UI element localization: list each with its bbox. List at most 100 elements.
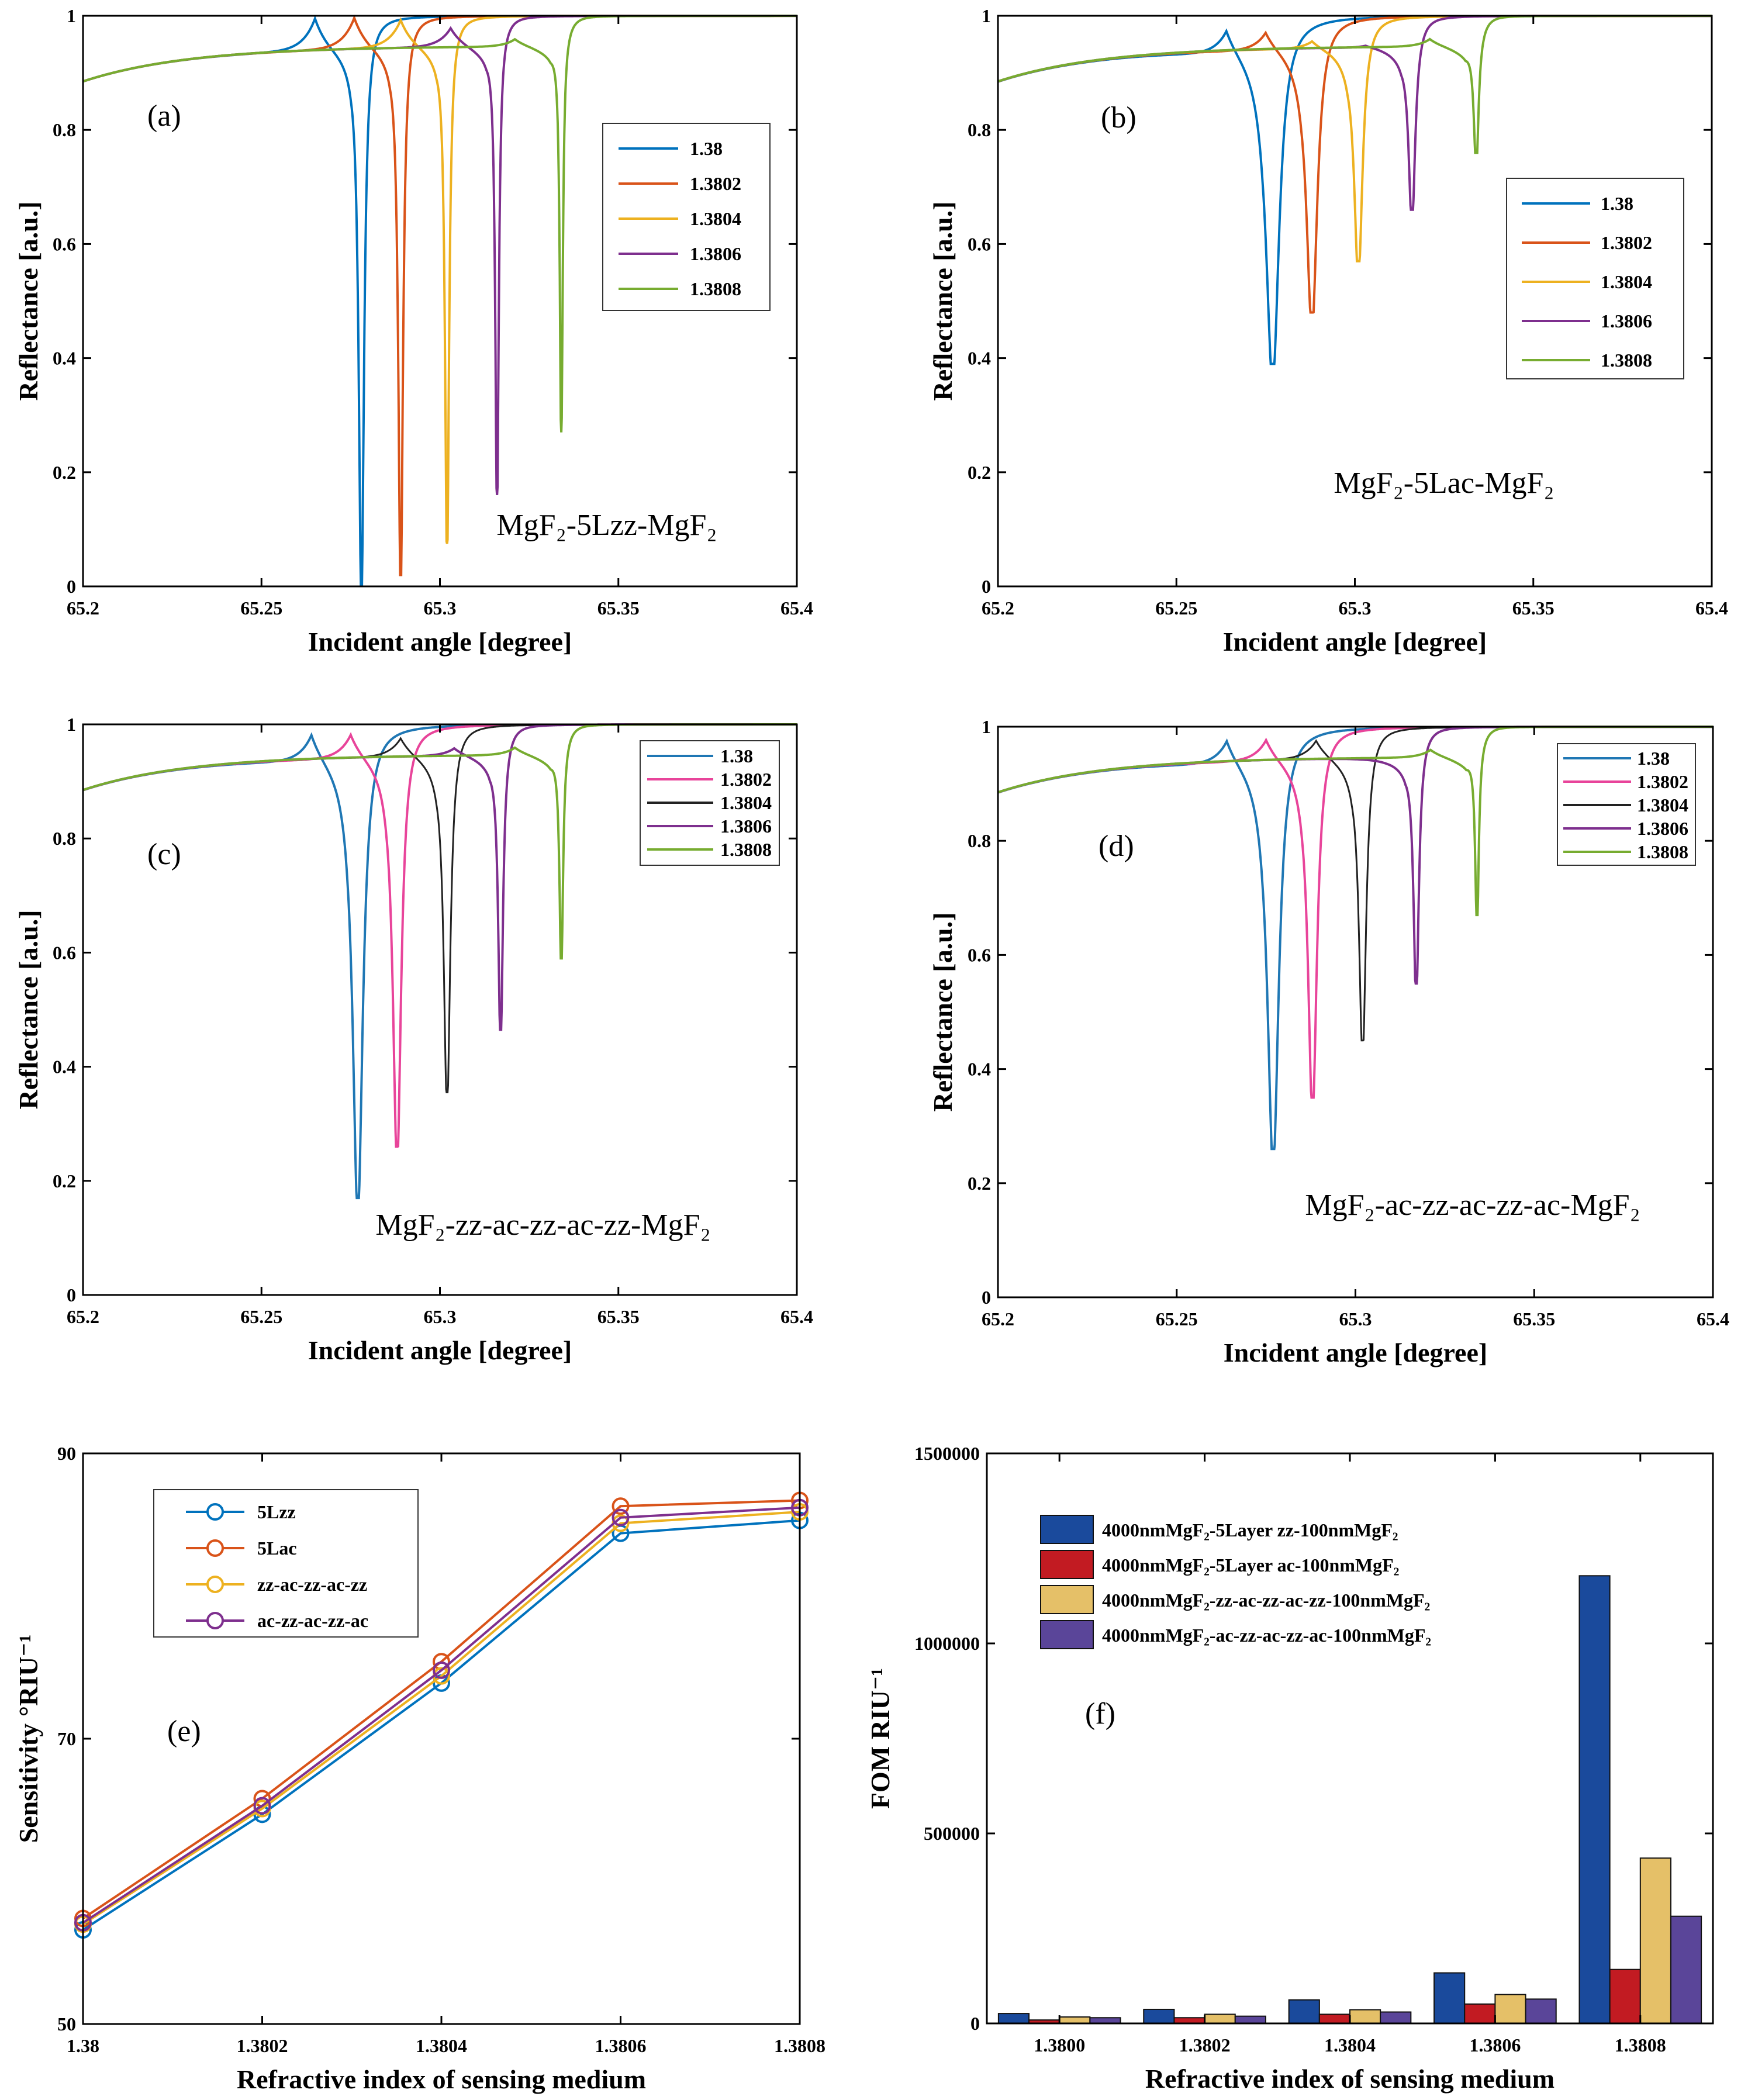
y-tick-label: 0.8 [968, 830, 991, 851]
x-tick-label: 65.2 [67, 597, 99, 619]
bar [1143, 2008, 1175, 2023]
legend-box [1506, 178, 1684, 379]
legend-label: 1.3806 [690, 243, 741, 264]
legend: 4000nmMgF₂-5Layer zz-100nmMgF₂ 4000nmMgF₂… [1040, 1515, 1431, 1649]
x-tick-label: 1.3802 [237, 2035, 288, 2056]
legend-label: 4000nmMgF₂-5Layer ac-100nmMgF₂ [1102, 1555, 1399, 1576]
y-tick-label: 0 [970, 2013, 980, 2034]
bar [1204, 2013, 1236, 2023]
x-tick-label: 1.3806 [1469, 2035, 1521, 2056]
legend-label: 1.3808 [690, 278, 741, 299]
y-axis-label: Reflectance [a.u.] [928, 201, 958, 400]
panel-e: 50 70 90 1.38 1.3802 1.3804 1.3806 1.3808 Refrac… [13, 1443, 825, 2094]
legend-swatch [1040, 1550, 1094, 1579]
data-point [612, 1508, 630, 1526]
structure-annotation: MgF₂-5Lzz-MgF₂ [496, 509, 717, 542]
bar [1494, 1994, 1526, 2023]
bar [1433, 1972, 1466, 2023]
x-tick-label: 65.3 [1339, 1308, 1372, 1329]
x-tick-label: 65.35 [597, 1306, 640, 1327]
y-tick-label: 0.6 [968, 233, 991, 254]
y-tick-label: 0.2 [53, 462, 76, 483]
x-tick-label: 65.25 [240, 1306, 282, 1327]
legend-label: 1.3804 [1637, 795, 1688, 816]
x-tick-label: 1.3806 [595, 2035, 647, 2056]
x-tick-label: 65.2 [67, 1306, 99, 1327]
legend: 5Lzz 5Lac zz-ac-zz-ac-zz ac-zz-ac-zz-ac [153, 1489, 419, 1638]
y-tick-label: 1 [982, 716, 991, 737]
y-axis-label: Reflectance [a.u.] [13, 201, 43, 400]
y-tick-label: 0.6 [53, 942, 76, 963]
y-axis-label: Sensitivity °RIU⁻¹ [13, 1635, 43, 1843]
x-tick-label: 65.35 [1513, 1308, 1555, 1329]
x-tick-label: 65.3 [1339, 597, 1372, 619]
legend-marker [206, 1576, 224, 1593]
y-tick-label: 0.4 [53, 1056, 76, 1077]
legend-box [602, 123, 771, 311]
legend-box [153, 1489, 419, 1638]
y-tick-label: 0.6 [53, 233, 76, 254]
structure-annotation: MgF₂-zz-ac-zz-ac-zz-MgF₂ [375, 1208, 710, 1242]
x-tick-label: 65.2 [982, 1308, 1014, 1329]
x-tick-label: 65.25 [1155, 597, 1197, 619]
bar [997, 2013, 1030, 2023]
bar [1288, 1999, 1320, 2023]
bar [1318, 2013, 1350, 2023]
x-tick-label: 65.4 [780, 597, 813, 619]
panel-b: 0 0.2 0.4 0.6 0.8 1 65.2 65.25 65.3 65.35 65.4 Inci… [928, 5, 1728, 657]
y-axis-label: FOM RIU⁻¹ [865, 1668, 895, 1809]
y-tick-label: 0.8 [53, 119, 76, 140]
bar [1349, 2009, 1381, 2023]
y-tick-label: 0.2 [968, 1173, 991, 1194]
y-axis-label: Reflectance [a.u.] [13, 910, 43, 1109]
x-tick-label: 1.3800 [1034, 2035, 1085, 2056]
y-tick-label: 500000 [924, 1823, 980, 1844]
bar [1234, 2015, 1266, 2023]
x-tick-label: 65.4 [780, 1306, 813, 1327]
x-tick-label: 65.3 [424, 597, 457, 619]
structure-annotation: MgF₂-ac-zz-ac-zz-ac-MgF₂ [1305, 1189, 1640, 1222]
panel-f: 0 500000 1000000 1500000 1.3800 1.3802 1.3804 1… [865, 1443, 1714, 2094]
y-tick-label: 0 [67, 576, 76, 597]
y-tick-label: 1500000 [914, 1443, 980, 1464]
legend-label: 1.3808 [720, 839, 772, 860]
legend-label: 5Lzz [257, 1501, 296, 1522]
x-tick-label: 65.35 [597, 597, 640, 619]
legend-label: 1.3808 [1601, 350, 1652, 371]
data-point [433, 1661, 450, 1679]
panel-label: (a) [147, 99, 181, 133]
legend-label: 1.3802 [690, 173, 741, 194]
legend-label: 1.3808 [1637, 841, 1688, 862]
panel-a: 0 0.2 0.4 0.6 0.8 1 65.2 65.25 65.3 65.35 65.4 Inci… [13, 5, 813, 657]
legend-marker [206, 1612, 224, 1629]
legend-label: 4000nmMgF₂-zz-ac-zz-ac-zz-100nmMgF₂ [1102, 1590, 1430, 1611]
panel-label: (f) [1085, 1697, 1115, 1731]
y-tick-label: 0.2 [968, 462, 991, 483]
legend-label: 4000nmMgF₂-5Layer zz-100nmMgF₂ [1102, 1519, 1398, 1541]
legend-label: ac-zz-ac-zz-ac [257, 1610, 368, 1631]
x-tick-label: 65.35 [1512, 597, 1555, 619]
y-tick-label: 0.4 [968, 1059, 991, 1080]
legend-swatch [1040, 1585, 1094, 1614]
y-tick-label: 0.2 [53, 1170, 76, 1191]
x-tick-label: 1.3808 [774, 2035, 825, 2056]
y-tick-label: 1 [982, 5, 991, 26]
x-tick-label: 65.3 [424, 1306, 457, 1327]
bar [1059, 2016, 1091, 2023]
y-tick-label: 0.4 [53, 348, 76, 369]
y-tick-label: 0 [67, 1284, 76, 1305]
panel-label: (c) [147, 838, 181, 871]
legend-label: 1.3804 [1601, 271, 1652, 292]
plot-marks [997, 1575, 1702, 2023]
legend-label: 1.38 [690, 138, 723, 159]
x-axis-label: Incident angle [degree] [308, 627, 572, 657]
x-tick-label: 1.3804 [1324, 2035, 1376, 2056]
x-tick-label: 1.3802 [1179, 2035, 1231, 2056]
bar [1639, 1857, 1671, 2023]
legend-label: 1.3802 [720, 769, 772, 790]
y-tick-label: 0 [982, 576, 991, 597]
y-tick-label: 1000000 [914, 1633, 980, 1654]
series-line [82, 1511, 800, 1925]
bar [1089, 2017, 1121, 2023]
